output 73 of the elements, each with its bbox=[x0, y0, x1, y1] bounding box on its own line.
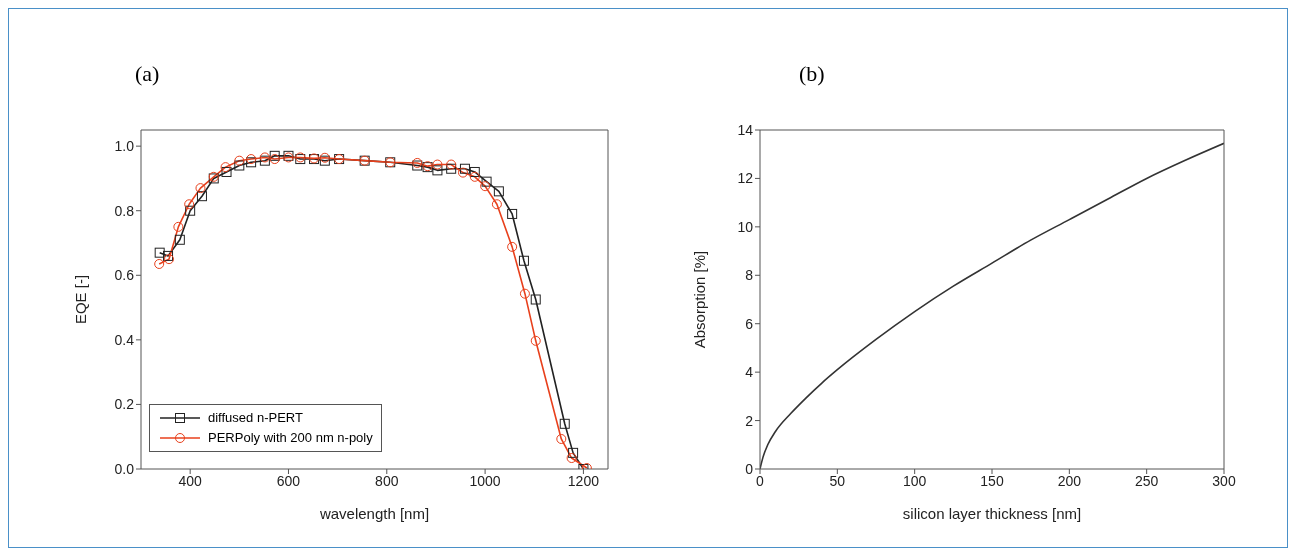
point bbox=[568, 447, 579, 458]
point bbox=[196, 191, 207, 202]
point bbox=[220, 162, 231, 173]
y-tick-label: 4 bbox=[745, 364, 754, 381]
chart-title: (a) bbox=[135, 61, 160, 87]
x-axis-title: silicon layer thickness [nm] bbox=[902, 505, 1082, 522]
legend-label: diffused n-PERT bbox=[208, 409, 303, 427]
point bbox=[234, 160, 245, 171]
point bbox=[173, 221, 184, 232]
x-tick-label: 250 bbox=[1134, 472, 1159, 489]
y-tick-label: 1.0 bbox=[114, 138, 135, 155]
chart-title: (b) bbox=[799, 61, 825, 87]
point bbox=[446, 159, 457, 170]
point bbox=[519, 288, 530, 299]
y-tick-label: 0 bbox=[745, 460, 754, 477]
y-tick-label: 10 bbox=[737, 218, 754, 235]
point bbox=[507, 208, 518, 219]
x-tick-label: 400 bbox=[178, 472, 203, 489]
y-tick-label: 0.4 bbox=[114, 331, 135, 348]
point bbox=[174, 234, 185, 245]
y-tick-label: 0.0 bbox=[114, 460, 135, 477]
point bbox=[221, 166, 232, 177]
y-tick-label: 12 bbox=[737, 170, 754, 187]
point bbox=[269, 154, 280, 165]
point bbox=[507, 241, 518, 252]
x-tick-label: 100 bbox=[902, 472, 927, 489]
point bbox=[234, 155, 245, 166]
point bbox=[530, 294, 541, 305]
point bbox=[530, 335, 541, 346]
y-tick-label: 8 bbox=[745, 267, 754, 284]
point bbox=[518, 255, 529, 266]
x-axis-title: wavelength [nm] bbox=[318, 505, 430, 522]
point bbox=[457, 167, 468, 178]
x-tick-label: 1000 bbox=[469, 472, 501, 489]
point bbox=[195, 183, 206, 194]
x-tick-label: 300 bbox=[1212, 472, 1236, 489]
y-tick-label: 0.8 bbox=[114, 202, 135, 219]
point bbox=[566, 453, 577, 464]
y-tick-label: 0.2 bbox=[114, 396, 135, 413]
point bbox=[459, 163, 470, 174]
point bbox=[432, 159, 443, 170]
point bbox=[163, 250, 174, 261]
y-axis-title: EQE [-] bbox=[72, 274, 90, 325]
x-tick-label: 1200 bbox=[567, 472, 600, 489]
point bbox=[480, 181, 491, 192]
point bbox=[469, 166, 480, 177]
point bbox=[556, 433, 567, 444]
y-tick-label: 0.6 bbox=[114, 267, 135, 284]
point bbox=[269, 150, 280, 161]
legend-label: PERPoly with 200 nm n-poly bbox=[208, 429, 373, 447]
point bbox=[491, 199, 502, 210]
y-tick-label: 14 bbox=[737, 121, 754, 138]
y-tick-label: 2 bbox=[745, 412, 754, 429]
point bbox=[154, 247, 165, 258]
x-tick-label: 800 bbox=[375, 472, 399, 489]
point bbox=[185, 205, 196, 216]
point bbox=[446, 163, 457, 174]
point bbox=[469, 171, 480, 182]
x-tick-label: 150 bbox=[980, 472, 1004, 489]
point bbox=[164, 254, 175, 265]
x-tick-label: 50 bbox=[829, 472, 846, 489]
point bbox=[432, 165, 443, 176]
x-tick-label: 600 bbox=[276, 472, 301, 489]
point bbox=[559, 418, 570, 429]
y-axis-title: Absorption [%] bbox=[691, 250, 709, 349]
x-tick-label: 0 bbox=[756, 472, 765, 489]
figure-border: (a) 400 600 800 1000 1200 wavelength [nm] 0.0 0.2 0.4 0.6 0.8 1.0 EQE [-] diffused n-PERT PERPoly with 200 nm n-poly (b) 0 50 100 150 200 250 300 silicon layer thickness [nm] 0 2 4 6 8 10 12 14 Absorption [%] bbox=[8, 8, 1288, 548]
point bbox=[493, 186, 504, 197]
x-tick-label: 200 bbox=[1057, 472, 1082, 489]
y-tick-label: 6 bbox=[745, 315, 754, 332]
point bbox=[184, 199, 195, 210]
point bbox=[154, 258, 165, 269]
point bbox=[481, 176, 492, 187]
